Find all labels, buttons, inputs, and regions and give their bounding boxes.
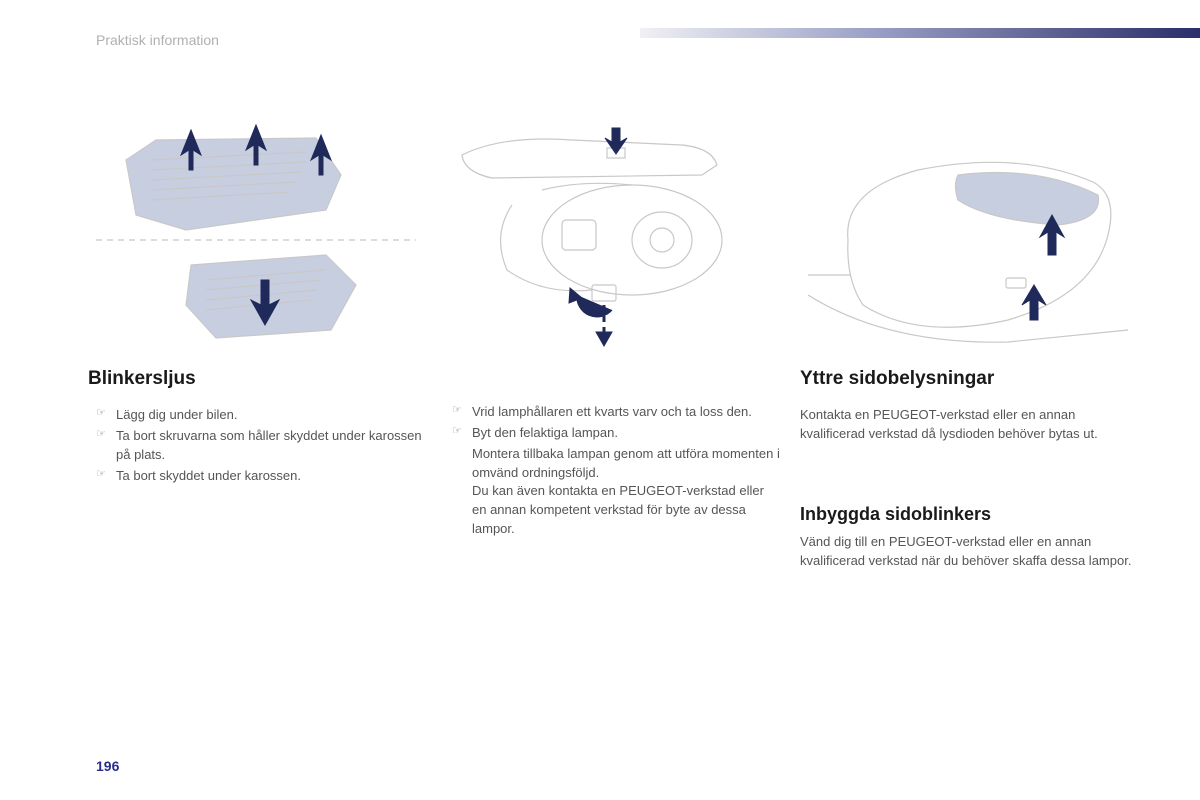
column-middle: Vrid lamphållaren ett kvarts varv och ta… [444, 120, 780, 570]
step-item: Byt den felaktiga lampan. [444, 424, 780, 443]
diagram-side-mirror [800, 120, 1136, 350]
continuation-text: Montera tillbaka lampan genom att utföra… [444, 445, 780, 539]
column-right: Yttre sidobelysningar Kontakta en PEUGEO… [800, 120, 1136, 570]
step-item: Vrid lamphållaren ett kvarts varv och ta… [444, 403, 780, 422]
steps-left: Lägg dig under bilen. Ta bort skruvarna … [88, 406, 424, 485]
step-item: Lägg dig under bilen. [88, 406, 424, 425]
column-left: Blinkersljus Lägg dig under bilen. Ta bo… [88, 120, 424, 570]
diagram-lampholder [444, 120, 780, 350]
body-yttre: Kontakta en PEUGEOT-verkstad eller en an… [800, 406, 1136, 444]
heading-yttre-sidobelysningar: Yttre sidobelysningar [800, 368, 1136, 390]
step-item: Ta bort skyddet under karossen. [88, 467, 424, 486]
diagram-blinkersljus [88, 120, 424, 350]
heading-blinkersljus: Blinkersljus [88, 368, 424, 390]
body-inbyggda: Vänd dig till en PEUGEOT-verkstad eller … [800, 533, 1136, 571]
step-item: Ta bort skruvarna som håller skyddet und… [88, 427, 424, 465]
page-number: 196 [96, 758, 119, 774]
heading-inbyggda-sidoblinkers: Inbyggda sidoblinkers [800, 504, 1136, 525]
header-accent-band [640, 28, 1200, 38]
steps-middle: Vrid lamphållaren ett kvarts varv och ta… [444, 403, 780, 443]
main-content: Blinkersljus Lägg dig under bilen. Ta bo… [88, 120, 1136, 570]
section-label: Praktisk information [96, 32, 219, 48]
